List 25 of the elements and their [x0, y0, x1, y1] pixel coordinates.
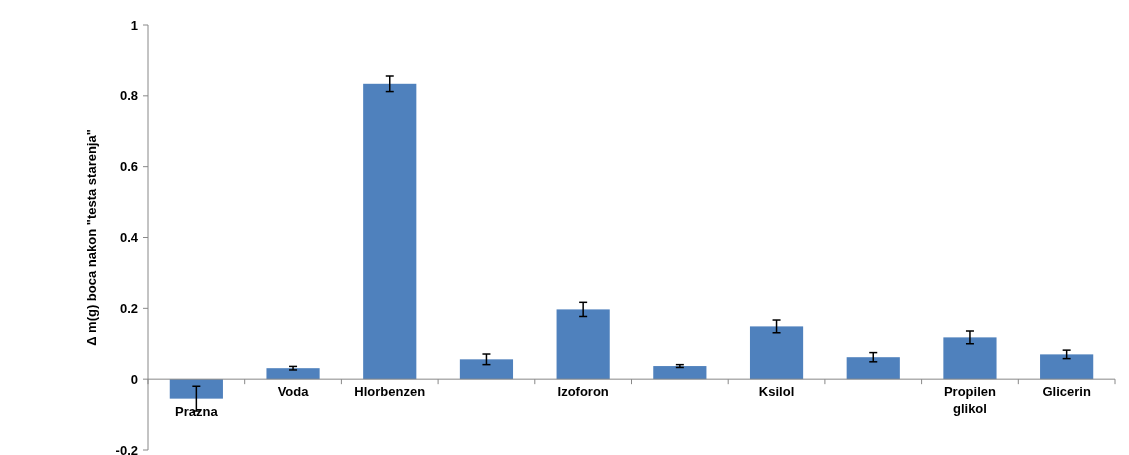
bar [846, 357, 900, 380]
y-tick-label: 0.4 [119, 230, 139, 246]
bar [653, 366, 707, 380]
x-tick-label: Ksilol [758, 384, 795, 400]
bar [459, 359, 514, 380]
x-tick-label: Hlorbenzen [354, 384, 426, 400]
bar [1040, 354, 1094, 380]
y-tick-label: 0.2 [119, 300, 138, 316]
y-tick-label: 0 [130, 371, 138, 387]
y-tick-label: 0.8 [119, 88, 138, 104]
x-tick-label: Glicerin [1042, 384, 1091, 400]
y-axis-title: Δ m(g) boca nakon "testa starenja" [84, 129, 99, 346]
bar [266, 368, 320, 380]
y-tick-label: 0.6 [119, 159, 138, 175]
x-tick-label: Voda [277, 384, 310, 400]
bar [556, 309, 610, 380]
bar [749, 326, 804, 380]
bar [943, 337, 997, 380]
x-tick-label: Propilen glikol [943, 384, 997, 417]
x-tick-label: Prazna [175, 403, 219, 419]
x-tick-label: Izoforon [557, 384, 609, 400]
bar [169, 379, 223, 399]
y-tick-label: -0.2 [115, 442, 138, 455]
y-tick-label: 1 [130, 17, 138, 33]
bar [363, 83, 417, 380]
